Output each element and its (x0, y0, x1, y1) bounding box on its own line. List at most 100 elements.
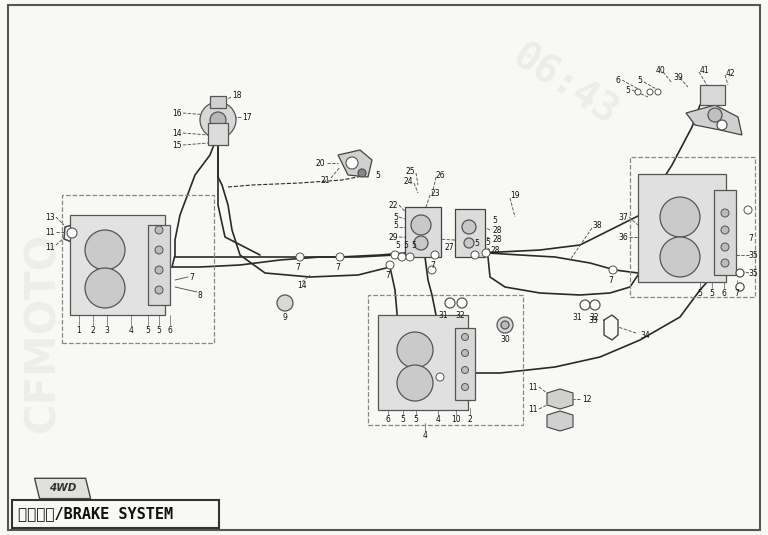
Text: 4WD: 4WD (49, 484, 76, 493)
Circle shape (436, 373, 444, 381)
Circle shape (708, 108, 722, 122)
Text: 5: 5 (412, 241, 416, 249)
Text: 2: 2 (468, 416, 472, 424)
Text: 6: 6 (386, 416, 390, 424)
Circle shape (482, 249, 490, 257)
Bar (714, 190, 736, 275)
Text: 5: 5 (697, 288, 703, 297)
Text: 21: 21 (320, 175, 330, 185)
Text: 31: 31 (439, 310, 448, 319)
Text: 23: 23 (430, 188, 439, 197)
Text: 5: 5 (485, 238, 491, 247)
Circle shape (609, 266, 617, 274)
Circle shape (464, 238, 474, 248)
Text: 19: 19 (510, 190, 520, 200)
Text: 5: 5 (403, 241, 409, 249)
Text: 5: 5 (401, 416, 406, 424)
Text: 33: 33 (588, 316, 598, 325)
Circle shape (398, 253, 406, 261)
Circle shape (210, 112, 226, 128)
Text: 29: 29 (389, 233, 398, 241)
Circle shape (462, 220, 476, 234)
Circle shape (721, 259, 729, 267)
Circle shape (358, 169, 366, 177)
Circle shape (155, 246, 163, 254)
Bar (405, 207, 441, 257)
Circle shape (85, 268, 125, 308)
Circle shape (462, 333, 468, 340)
Bar (630, 157, 755, 297)
Circle shape (200, 102, 236, 138)
Circle shape (296, 253, 304, 261)
Circle shape (501, 321, 509, 329)
Text: 4: 4 (128, 325, 134, 334)
Bar (700, 85, 725, 105)
Text: 5: 5 (396, 241, 400, 249)
Circle shape (397, 365, 433, 401)
Text: 11: 11 (528, 383, 538, 392)
Circle shape (462, 349, 468, 356)
Text: 42: 42 (726, 68, 736, 78)
Circle shape (590, 300, 600, 310)
Circle shape (655, 89, 661, 95)
Text: 5: 5 (475, 239, 479, 248)
Bar (455, 328, 475, 400)
Text: 41: 41 (700, 65, 710, 74)
Bar (638, 174, 726, 282)
Text: 1: 1 (77, 325, 81, 334)
Text: 5: 5 (146, 325, 151, 334)
Circle shape (462, 366, 468, 373)
Text: 5: 5 (637, 75, 642, 85)
Polygon shape (686, 105, 742, 135)
Text: 5: 5 (625, 86, 630, 95)
Text: 5: 5 (710, 288, 714, 297)
Circle shape (386, 261, 394, 269)
Polygon shape (547, 411, 573, 431)
Text: 7: 7 (336, 263, 340, 271)
Text: 11: 11 (45, 227, 55, 236)
Circle shape (660, 197, 700, 237)
Circle shape (497, 317, 513, 333)
Text: 7: 7 (190, 272, 194, 281)
Circle shape (346, 157, 358, 169)
Text: 31: 31 (572, 312, 582, 322)
Text: 28: 28 (492, 225, 502, 234)
Text: 11: 11 (45, 242, 55, 251)
Circle shape (277, 295, 293, 311)
Circle shape (744, 206, 752, 214)
Text: 27: 27 (444, 242, 454, 251)
Text: 7: 7 (748, 233, 753, 242)
Circle shape (736, 283, 744, 291)
Text: 15: 15 (172, 141, 182, 149)
Text: 14: 14 (172, 128, 182, 137)
Text: 8: 8 (197, 291, 203, 300)
Text: 13: 13 (45, 212, 55, 221)
Circle shape (660, 237, 700, 277)
Text: 7: 7 (296, 263, 300, 271)
Circle shape (155, 286, 163, 294)
Bar (12, 500, 219, 528)
Bar (378, 315, 468, 410)
Text: CFMOTO: CFMOTO (22, 232, 63, 432)
Circle shape (717, 120, 727, 130)
Text: 28: 28 (490, 246, 499, 255)
Text: 6: 6 (615, 75, 620, 85)
Text: 35: 35 (748, 269, 758, 278)
Circle shape (428, 266, 436, 274)
Text: 4: 4 (435, 416, 440, 424)
Text: 14: 14 (297, 280, 306, 289)
Polygon shape (35, 478, 91, 499)
Text: 40: 40 (655, 65, 665, 74)
Bar (148, 225, 170, 305)
Text: 7: 7 (608, 276, 614, 285)
Circle shape (736, 269, 744, 277)
Circle shape (635, 89, 641, 95)
Circle shape (736, 283, 744, 291)
Circle shape (155, 266, 163, 274)
Text: 34: 34 (640, 331, 650, 340)
Text: 5: 5 (492, 216, 497, 225)
Text: 6: 6 (722, 288, 727, 297)
Text: 28: 28 (492, 234, 502, 243)
Text: 16: 16 (172, 109, 182, 118)
Text: 39: 39 (673, 73, 683, 81)
